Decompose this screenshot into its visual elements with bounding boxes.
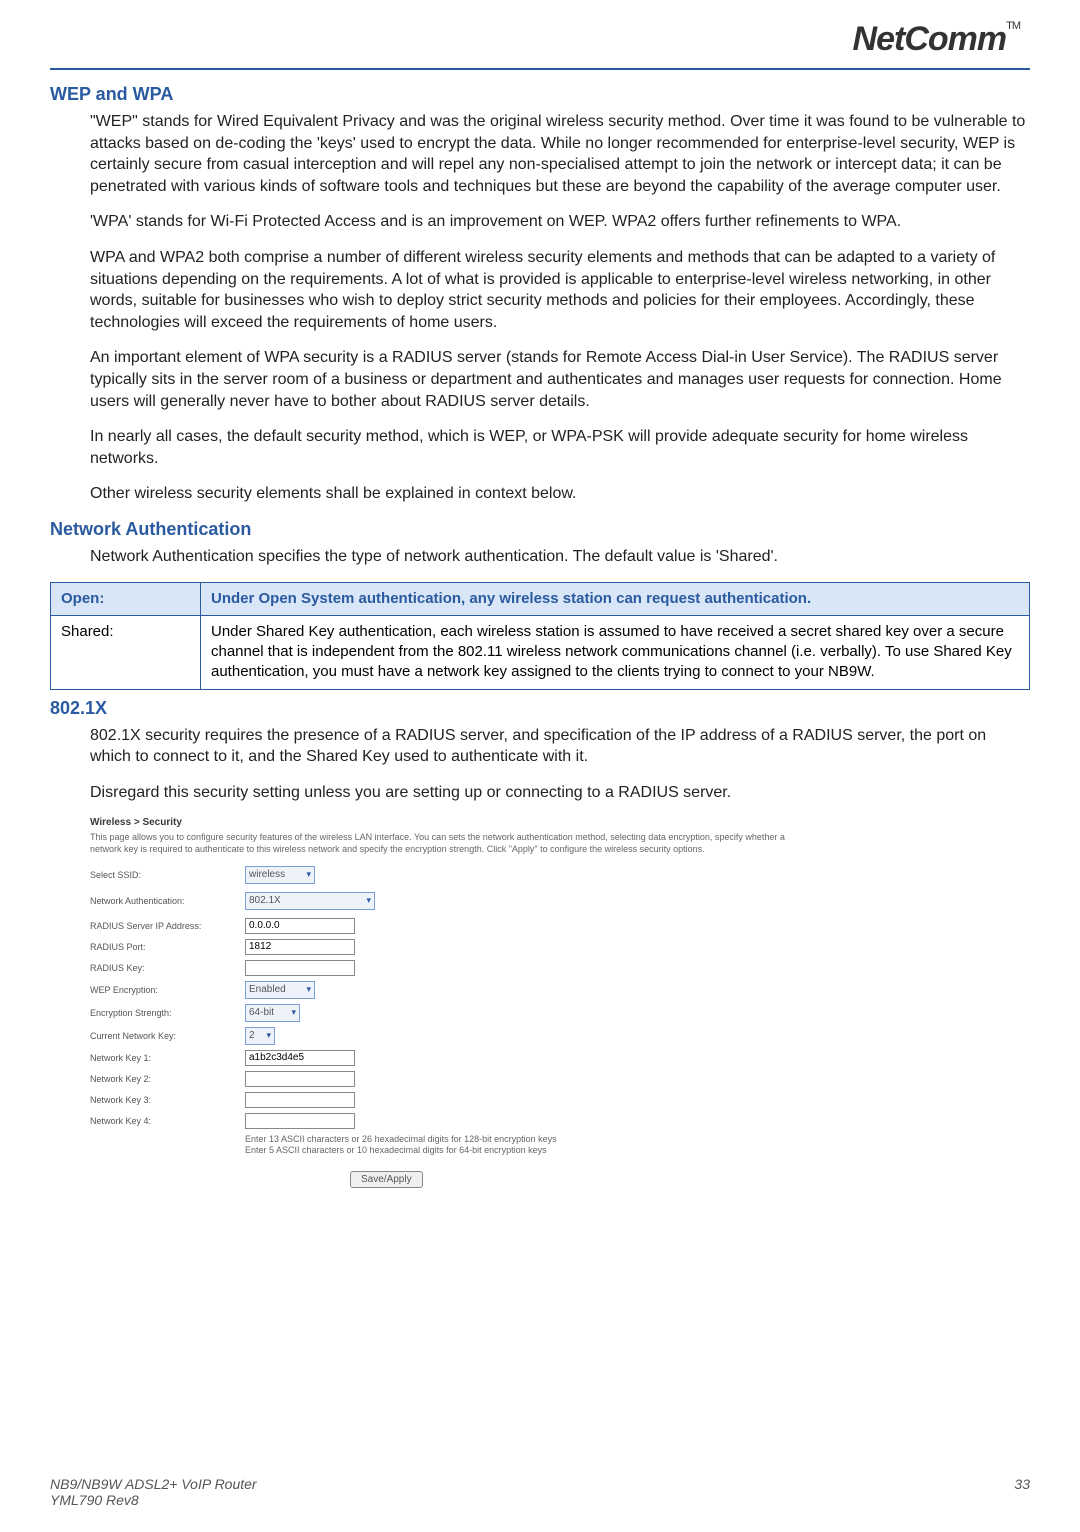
para: An important element of WPA security is …	[90, 347, 1030, 412]
para: WPA and WPA2 both comprise a number of d…	[90, 247, 1030, 333]
logo-tm: TM	[1006, 20, 1020, 32]
header-divider	[50, 68, 1030, 70]
page-footer: NB9/NB9W ADSL2+ VoIP Router YML790 Rev8 …	[50, 1476, 1030, 1508]
para: Disregard this security setting unless y…	[90, 782, 1030, 804]
save-apply-button[interactable]: Save/Apply	[350, 1171, 423, 1188]
chevron-down-icon: ▾	[306, 869, 311, 880]
heading-wep-wpa: WEP and WPA	[50, 84, 1030, 105]
para: 802.1X security requires the presence of…	[90, 725, 1030, 768]
field-label: Current Network Key:	[90, 1031, 245, 1041]
field-label: Select SSID:	[90, 870, 245, 880]
field-label: Network Key 2:	[90, 1074, 245, 1084]
cell-desc: Under Shared Key authentication, each wi…	[201, 615, 1030, 689]
para: Network Authentication specifies the typ…	[90, 546, 1030, 568]
select-ssid[interactable]: wireless▾	[245, 866, 315, 884]
para: "WEP" stands for Wired Equivalent Privac…	[90, 111, 1030, 197]
chevron-down-icon: ▾	[366, 895, 371, 906]
note: Enter 13 ASCII characters or 26 hexadeci…	[245, 1134, 790, 1146]
para: In nearly all cases, the default securit…	[90, 426, 1030, 469]
cell-desc: Under Open System authentication, any wi…	[201, 582, 1030, 615]
field-label: Network Key 3:	[90, 1095, 245, 1105]
input-key3[interactable]	[245, 1092, 355, 1108]
auth-table: Open: Under Open System authentication, …	[50, 582, 1030, 690]
input-radius-key[interactable]	[245, 960, 355, 976]
ss-title: Wireless > Security	[90, 817, 790, 828]
input-key1[interactable]	[245, 1050, 355, 1066]
heading-net-auth: Network Authentication	[50, 519, 1030, 540]
field-label: RADIUS Server IP Address:	[90, 921, 245, 931]
table-row: Shared: Under Shared Key authentication,…	[51, 615, 1030, 689]
input-radius-ip[interactable]	[245, 918, 355, 934]
select-net-auth[interactable]: 802.1X▾	[245, 892, 375, 910]
heading-8021x: 802.1X	[50, 698, 1030, 719]
field-label: WEP Encryption:	[90, 985, 245, 995]
para: Other wireless security elements shall b…	[90, 483, 1030, 505]
logo-text: NetComm	[853, 20, 1007, 58]
page-number: 33	[1014, 1476, 1030, 1508]
ss-desc: This page allows you to configure securi…	[90, 832, 790, 855]
field-label: RADIUS Port:	[90, 942, 245, 952]
footer-rev: YML790 Rev8	[50, 1492, 257, 1508]
field-label: Network Authentication:	[90, 896, 245, 906]
input-radius-port[interactable]	[245, 939, 355, 955]
select-strength[interactable]: 64-bit▾	[245, 1004, 300, 1022]
chevron-down-icon: ▾	[306, 984, 311, 995]
para: 'WPA' stands for Wi-Fi Protected Access …	[90, 211, 1030, 233]
field-label: Network Key 4:	[90, 1116, 245, 1126]
field-label: Encryption Strength:	[90, 1008, 245, 1018]
field-label: Network Key 1:	[90, 1053, 245, 1063]
chevron-down-icon: ▾	[291, 1007, 296, 1018]
footer-product: NB9/NB9W ADSL2+ VoIP Router	[50, 1476, 257, 1492]
input-key2[interactable]	[245, 1071, 355, 1087]
config-screenshot: Wireless > Security This page allows you…	[90, 817, 790, 1188]
brand-logo: NetCommTM	[853, 20, 1020, 59]
cell-label: Shared:	[51, 615, 201, 689]
field-label: RADIUS Key:	[90, 963, 245, 973]
cell-label: Open:	[51, 582, 201, 615]
input-key4[interactable]	[245, 1113, 355, 1129]
select-current-key[interactable]: 2▾	[245, 1027, 275, 1045]
note: Enter 5 ASCII characters or 10 hexadecim…	[245, 1145, 790, 1157]
select-wep[interactable]: Enabled▾	[245, 981, 315, 999]
table-row: Open: Under Open System authentication, …	[51, 582, 1030, 615]
chevron-down-icon: ▾	[266, 1030, 271, 1041]
